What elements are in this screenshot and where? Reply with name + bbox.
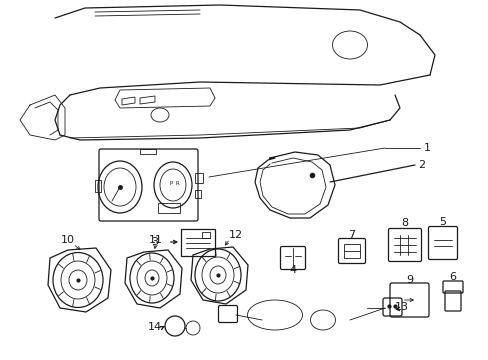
Text: 10: 10: [61, 235, 75, 245]
Text: 9: 9: [406, 275, 413, 285]
Bar: [95, 180, 101, 192]
Bar: [195, 173, 203, 183]
Text: 5: 5: [439, 217, 446, 227]
Bar: [202, 232, 209, 238]
Text: 8: 8: [401, 218, 408, 228]
Text: P: P: [169, 180, 172, 185]
Text: 7: 7: [348, 230, 355, 240]
Text: 13: 13: [394, 302, 408, 312]
Bar: [343, 244, 359, 258]
Text: 3: 3: [151, 237, 158, 247]
Text: 14: 14: [148, 322, 162, 332]
Text: 12: 12: [228, 230, 243, 240]
Text: 11: 11: [149, 235, 163, 245]
Bar: [158, 203, 180, 213]
Text: 6: 6: [448, 272, 456, 282]
Text: 4: 4: [289, 265, 296, 275]
Text: R: R: [175, 180, 179, 185]
Text: 2: 2: [418, 160, 425, 170]
Bar: [195, 190, 201, 198]
Text: 1: 1: [423, 143, 429, 153]
Bar: [140, 149, 156, 154]
